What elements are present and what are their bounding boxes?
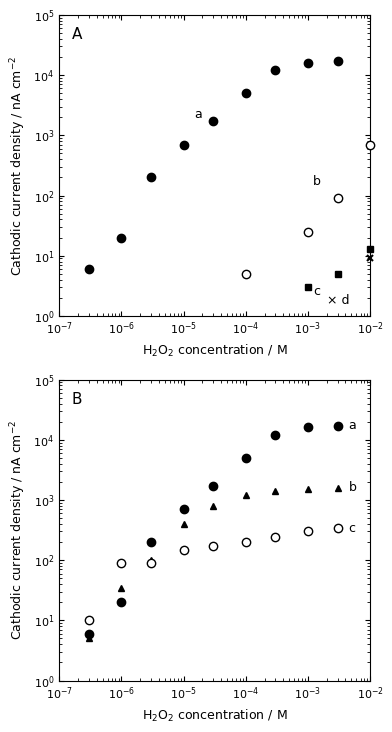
Text: × d: × d (327, 294, 349, 307)
Y-axis label: Cathodic current density / nA cm$^{-2}$: Cathodic current density / nA cm$^{-2}$ (8, 420, 28, 640)
Text: b: b (348, 481, 356, 494)
Text: A: A (72, 27, 82, 42)
Text: c: c (313, 285, 320, 299)
Text: b: b (313, 175, 321, 188)
Text: c: c (348, 522, 356, 534)
Text: a: a (348, 419, 356, 433)
X-axis label: H$_2$O$_2$ concentration / M: H$_2$O$_2$ concentration / M (142, 343, 287, 359)
Text: a: a (194, 108, 202, 122)
X-axis label: H$_2$O$_2$ concentration / M: H$_2$O$_2$ concentration / M (142, 708, 287, 724)
Y-axis label: Cathodic current density / nA cm$^{-2}$: Cathodic current density / nA cm$^{-2}$ (8, 56, 28, 275)
Text: B: B (72, 392, 82, 406)
